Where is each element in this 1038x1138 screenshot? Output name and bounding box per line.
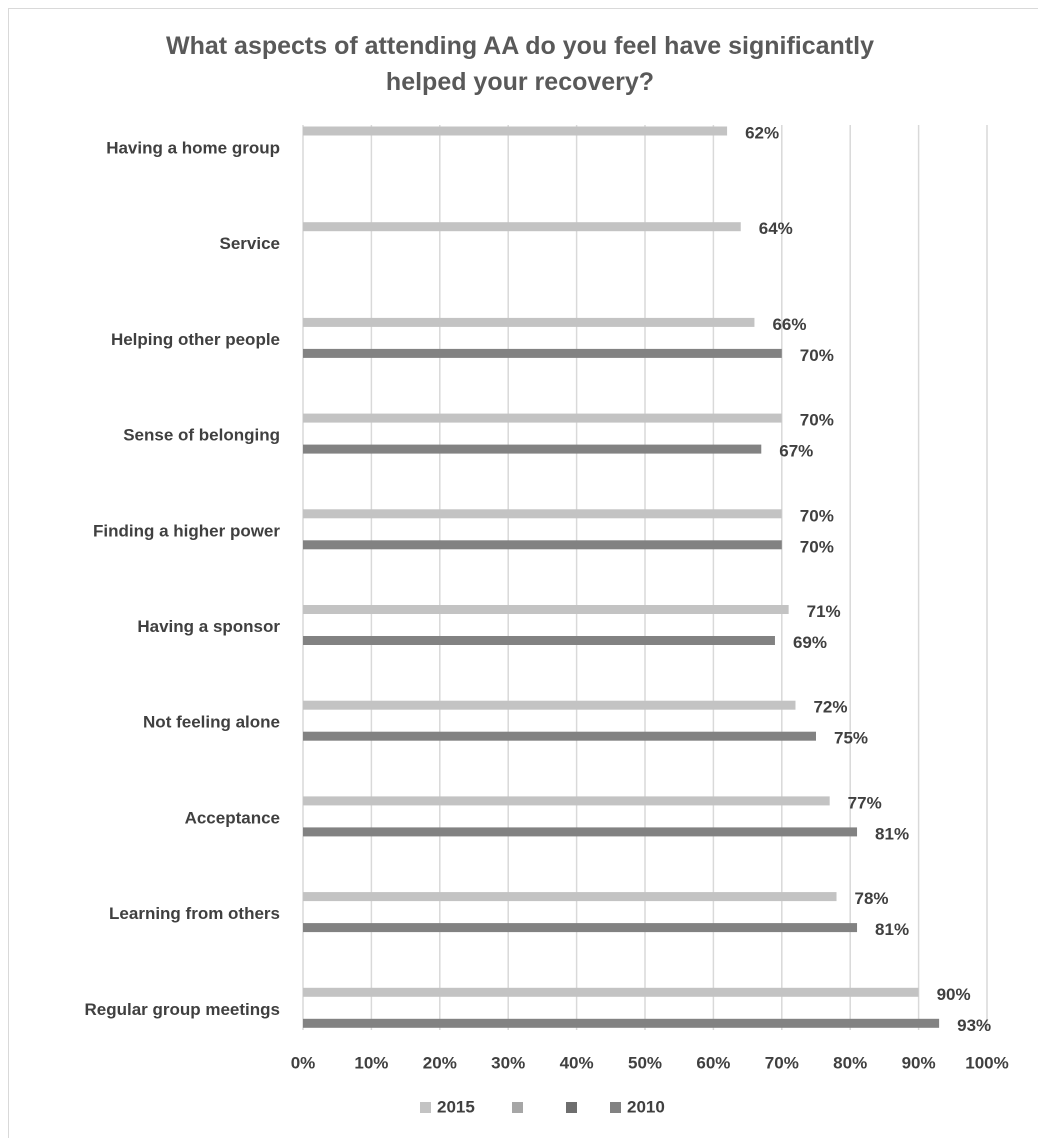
data-label: 71% [807,602,841,621]
x-tick-label: 20% [423,1053,457,1072]
x-tick-label: 50% [628,1053,662,1072]
bar [303,348,782,358]
bar [303,796,830,806]
bar [303,605,789,614]
y-tick-label: Helping other people [111,330,280,349]
y-tick-label: Not feeling alone [143,713,280,732]
bar [303,126,728,136]
legend-swatch-extra [512,1102,523,1113]
bar [303,892,837,902]
chart-title: What aspects of attending AA do you feel… [166,32,874,96]
bar [303,1018,940,1028]
chart-border [8,8,1038,1138]
bar [303,222,741,232]
data-label: 69% [793,633,827,652]
bar [303,317,755,327]
legend-swatch-extra [566,1102,577,1113]
bar [303,700,796,710]
y-tick-label: Service [220,234,281,253]
x-tick-label: 10% [354,1053,388,1072]
legend-swatch [610,1102,621,1113]
x-tick-label: 0% [291,1053,316,1072]
data-label: 75% [834,729,868,748]
y-tick-label: Sense of belonging [123,426,280,445]
bar [303,413,782,423]
bar [303,509,782,519]
data-label: 93% [957,1016,991,1035]
x-tick-label: 40% [560,1053,594,1072]
data-label: 70% [800,537,834,556]
data-label: 90% [937,985,971,1004]
data-label: 66% [772,315,806,334]
y-tick-label: Acceptance [185,808,280,827]
y-tick-label: Having a sponsor [137,617,280,636]
data-label: 72% [813,698,847,717]
x-tick-label: 90% [902,1053,936,1072]
legend-label: 2010 [627,1097,665,1116]
legend-swatch [420,1102,431,1113]
data-label: 77% [848,793,882,812]
data-label: 62% [745,123,779,142]
x-tick-label: 60% [696,1053,730,1072]
bar [303,923,858,933]
data-label: 67% [779,442,813,461]
x-tick-label: 80% [833,1053,867,1072]
data-label: 70% [800,346,834,365]
data-label: 70% [800,506,834,525]
data-label: 64% [759,219,793,238]
legend-label: 2015 [437,1097,475,1116]
x-tick-label: 70% [765,1053,799,1072]
data-label: 78% [855,889,889,908]
bar [303,731,816,741]
bar [303,636,775,645]
data-label: 81% [875,920,909,939]
data-label: 70% [800,411,834,430]
bar [303,444,762,454]
y-tick-label: Regular group meetings [84,1000,280,1019]
bar [303,540,782,550]
x-tick-label: 100% [965,1053,1008,1072]
y-tick-label: Finding a higher power [93,521,280,540]
data-label: 81% [875,824,909,843]
y-tick-label: Having a home group [106,138,280,157]
bar [303,987,919,997]
y-tick-label: Learning from others [109,904,280,923]
bar [303,827,858,837]
x-tick-label: 30% [491,1053,525,1072]
